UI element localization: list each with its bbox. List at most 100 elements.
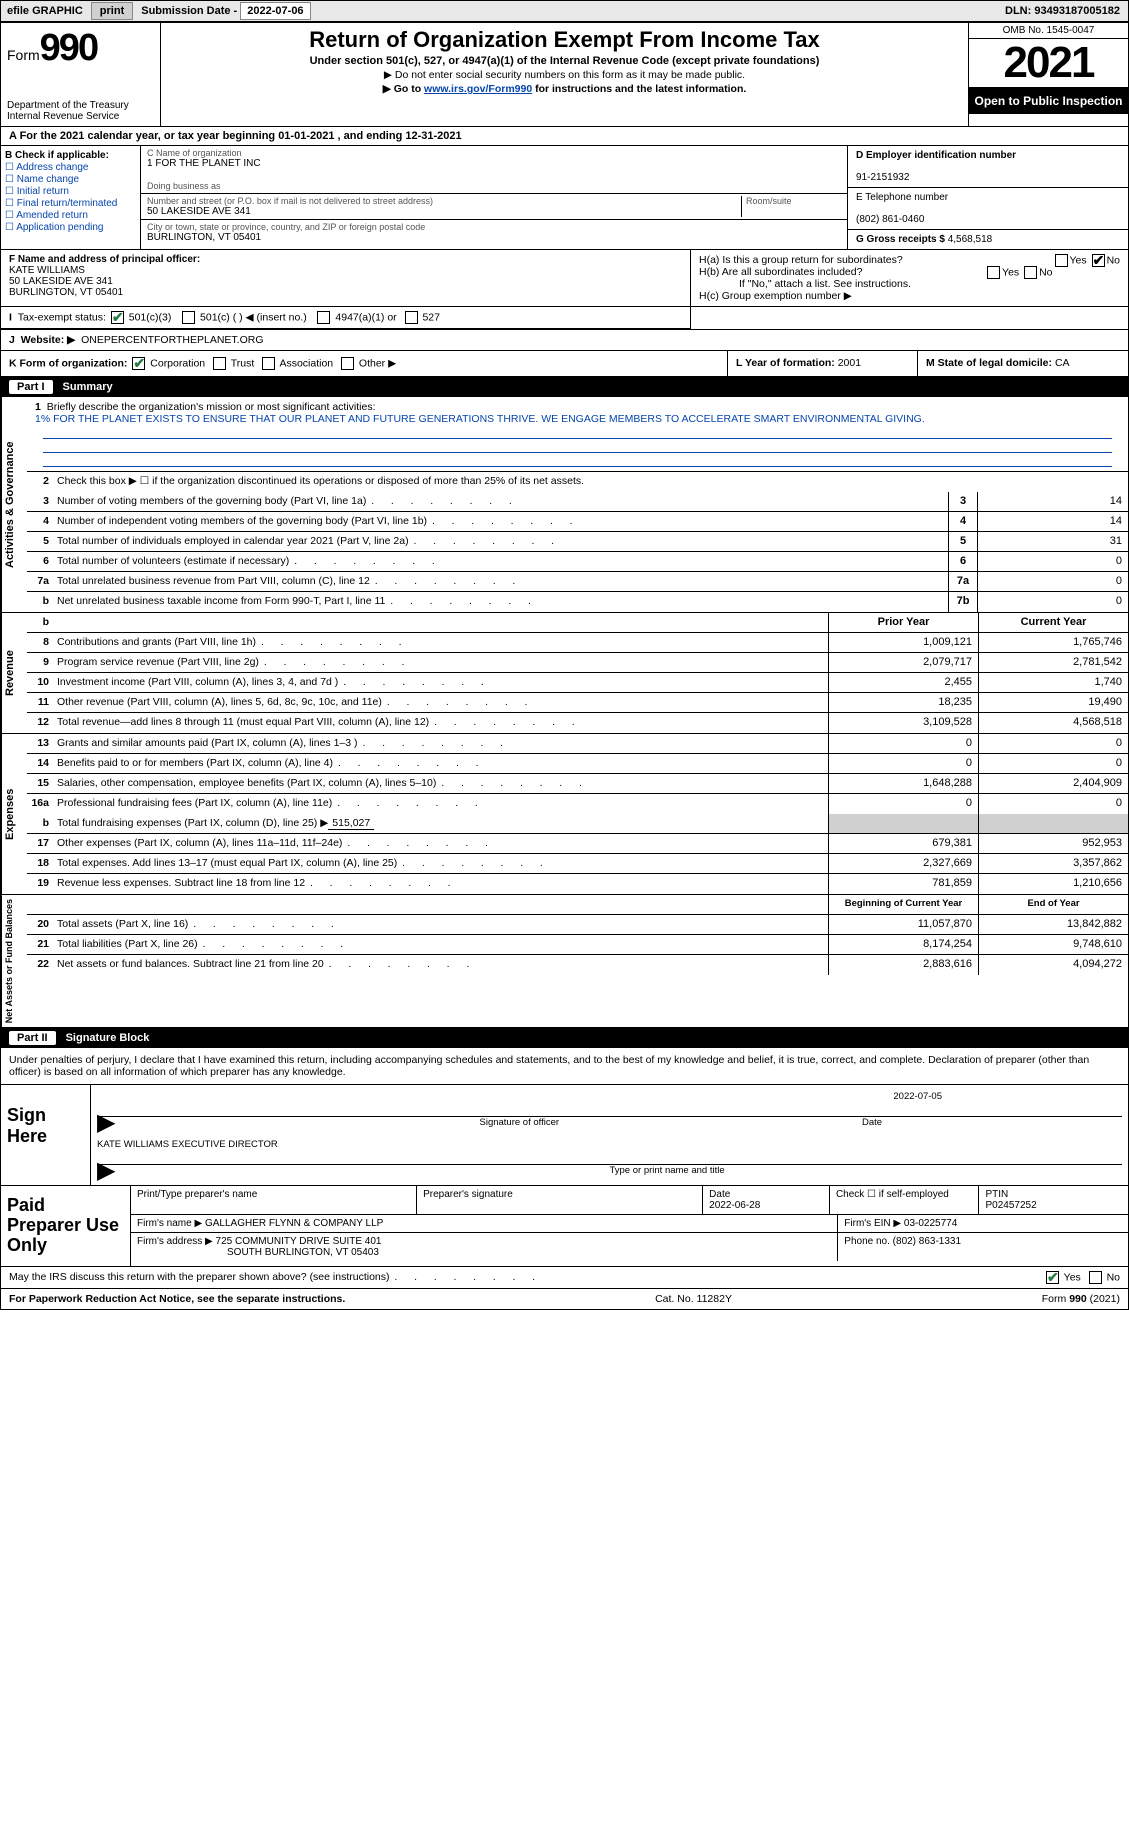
- chk-address-change[interactable]: ☐ Address change: [5, 162, 136, 173]
- chk-label-4: Amended return: [16, 210, 88, 221]
- chk-501c[interactable]: [182, 311, 195, 324]
- ldesc: Total number of individuals employed in …: [55, 532, 948, 551]
- irs-link[interactable]: www.irs.gov/Form990: [424, 83, 532, 95]
- line2-desc: Check this box ▶ ☐ if the organization d…: [55, 472, 1128, 492]
- opt-other: Other ▶: [359, 357, 396, 369]
- current-year-val: 2,404,909: [978, 774, 1128, 793]
- phone-cell: E Telephone number (802) 861-0460: [848, 188, 1128, 230]
- form-990-page: Form990 Department of the Treasury Inter…: [0, 22, 1129, 1310]
- chk-527[interactable]: [405, 311, 418, 324]
- line16b-py: [828, 814, 978, 833]
- line16b-no: b: [27, 814, 55, 833]
- chk-assoc[interactable]: [262, 357, 275, 370]
- officer-addr1: 50 LAKESIDE AVE 341: [9, 276, 113, 287]
- line-8: 8 Contributions and grants (Part VIII, l…: [27, 633, 1128, 653]
- org-name-cell: C Name of organization 1 FOR THE PLANET …: [141, 146, 847, 194]
- box-c: C Name of organization 1 FOR THE PLANET …: [141, 146, 848, 249]
- firm-name-label: Firm's name ▶: [137, 1218, 202, 1229]
- hdr-b-desc: [55, 613, 828, 632]
- vtab-expenses: Expenses: [1, 734, 27, 894]
- line-15: 15 Salaries, other compensation, employe…: [27, 774, 1128, 794]
- chk-initial-return[interactable]: ☐ Initial return: [5, 186, 136, 197]
- line-12: 12 Total revenue—add lines 8 through 11 …: [27, 713, 1128, 733]
- ldesc: Total unrelated business revenue from Pa…: [55, 572, 948, 591]
- line16b-val: 515,027: [328, 817, 374, 830]
- dln-value: 93493187005182: [1034, 5, 1120, 17]
- line-22: 22 Net assets or fund balances. Subtract…: [27, 955, 1128, 975]
- hb-no[interactable]: [1024, 266, 1037, 279]
- line-4: 4 Number of independent voting members o…: [27, 512, 1128, 532]
- discuss-dots: [390, 1271, 538, 1284]
- form-ref: Form 990 (2021): [1042, 1293, 1120, 1305]
- org-name: 1 FOR THE PLANET INC: [147, 158, 841, 169]
- activities-governance-block: Activities & Governance 1 Briefly descri…: [1, 397, 1128, 613]
- note2-post: for instructions and the latest informat…: [532, 83, 746, 95]
- chk-amended-return[interactable]: ☐ Amended return: [5, 210, 136, 221]
- paperwork-notice: For Paperwork Reduction Act Notice, see …: [9, 1293, 345, 1305]
- prep-date-value: 2022-06-28: [709, 1200, 760, 1211]
- opt-527: 527: [422, 311, 440, 323]
- chk-label-1: Name change: [17, 174, 79, 185]
- chk-trust[interactable]: [213, 357, 226, 370]
- prior-year-val: 11,057,870: [828, 915, 978, 934]
- prep-name-label: Print/Type preparer's name: [131, 1186, 417, 1214]
- ha-no[interactable]: [1092, 254, 1105, 267]
- hb-row: H(b) Are all subordinates included? Yes …: [699, 266, 1120, 278]
- prior-year-val: 8,174,254: [828, 935, 978, 954]
- form-num: 990: [40, 27, 97, 69]
- expenses-content: 13 Grants and similar amounts paid (Part…: [27, 734, 1128, 894]
- street-address: 50 LAKESIDE AVE 341: [147, 206, 741, 217]
- chk-application-pending[interactable]: ☐ Application pending: [5, 222, 136, 233]
- box-f: F Name and address of principal officer:…: [1, 250, 691, 306]
- ein-label: D Employer identification number: [856, 150, 1016, 161]
- discuss-text: May the IRS discuss this return with the…: [9, 1271, 390, 1284]
- chk-final-return[interactable]: ☐ Final return/terminated: [5, 198, 136, 209]
- phone-value: (802) 861-0460: [856, 214, 924, 225]
- chk-name-change[interactable]: ☐ Name change: [5, 174, 136, 185]
- line-10: 10 Investment income (Part VIII, column …: [27, 673, 1128, 693]
- prep-row1: Print/Type preparer's name Preparer's si…: [131, 1186, 1128, 1215]
- chk-501c3[interactable]: [111, 311, 124, 324]
- revenue-content: b Prior Year Current Year 8 Contribution…: [27, 613, 1128, 733]
- chk-other[interactable]: [341, 357, 354, 370]
- line16b-desc: Total fundraising expenses (Part IX, col…: [55, 814, 828, 833]
- hdr-prior-year: Prior Year: [828, 613, 978, 632]
- lno: 19: [27, 874, 55, 894]
- prep-date-cell: Date2022-06-28: [703, 1186, 830, 1214]
- lno: b: [27, 592, 55, 612]
- prep-row2: Firm's name ▶ GALLAGHER FLYNN & COMPANY …: [131, 1215, 1128, 1233]
- state-domicile: CA: [1055, 357, 1070, 369]
- print-button[interactable]: print: [91, 2, 133, 20]
- lbox: 7a: [948, 572, 978, 591]
- part2-title: Signature Block: [66, 1032, 150, 1044]
- net-assets-block: Net Assets or Fund Balances Beginning of…: [1, 895, 1128, 1028]
- firm-phone-value: (802) 863-1331: [893, 1236, 961, 1247]
- chk-corp[interactable]: [132, 357, 145, 370]
- discuss-yes[interactable]: [1046, 1271, 1059, 1284]
- hb-yes[interactable]: [987, 266, 1000, 279]
- line-13: 13 Grants and similar amounts paid (Part…: [27, 734, 1128, 754]
- lno: 4: [27, 512, 55, 531]
- prior-year-val: 781,859: [828, 874, 978, 894]
- lval: 14: [978, 512, 1128, 531]
- ha-yes[interactable]: [1055, 254, 1068, 267]
- officer-label: F Name and address of principal officer:: [9, 254, 200, 265]
- prior-year-val: 18,235: [828, 693, 978, 712]
- officer-addr2: BURLINGTON, VT 05401: [9, 287, 123, 298]
- current-year-val: 0: [978, 734, 1128, 753]
- chk-4947[interactable]: [317, 311, 330, 324]
- ldesc: Number of voting members of the governin…: [55, 492, 948, 511]
- form-title: Return of Organization Exempt From Incom…: [171, 27, 958, 53]
- paid-preparer-label: Paid Preparer Use Only: [1, 1186, 131, 1265]
- lno: 22: [27, 955, 55, 975]
- net-hdr-no: [27, 895, 55, 914]
- prior-year-val: 679,381: [828, 834, 978, 853]
- discuss-no[interactable]: [1089, 1271, 1102, 1284]
- gross-label: G Gross receipts $: [856, 234, 948, 245]
- lno: 3: [27, 492, 55, 511]
- tax-exempt-label: Tax-exempt status:: [18, 311, 106, 323]
- mission-line1: [43, 425, 1112, 439]
- dln-label: DLN:: [1005, 5, 1034, 17]
- lbox: 4: [948, 512, 978, 531]
- current-year-val: 0: [978, 754, 1128, 773]
